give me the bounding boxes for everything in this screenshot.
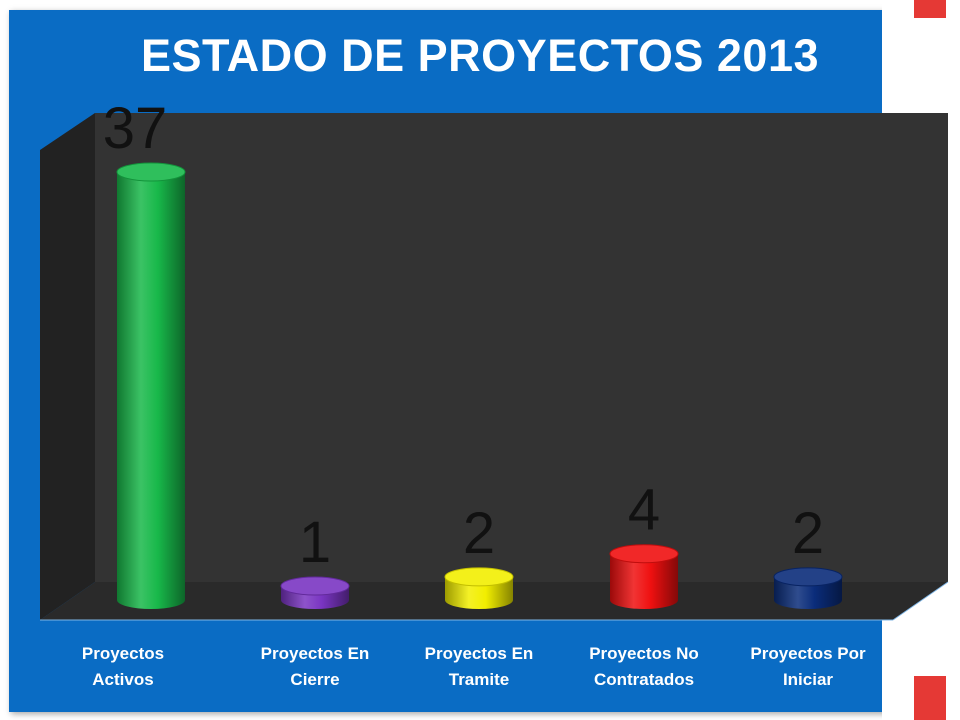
category-label-4: Proyectos Por Iniciar: [733, 641, 883, 693]
bar-1: [280, 576, 350, 609]
value-label-2: 2: [463, 501, 495, 566]
bar-2: [444, 567, 514, 609]
plot-back-wall: [95, 113, 948, 582]
category-label-line: Tramite: [448, 670, 510, 689]
bar-top-cap: [609, 544, 679, 564]
category-label-line: Proyectos No: [589, 644, 699, 663]
category-label-line: Iniciar: [782, 670, 834, 689]
value-labels-layer: 37 1 2 4 2: [103, 96, 824, 575]
bar-body: [610, 553, 678, 609]
category-label-1: Proyectos En Cierre: [240, 641, 390, 693]
category-label-line: Proyectos En: [424, 644, 534, 663]
category-label-line: Contratados: [593, 670, 695, 689]
bar-4: [773, 567, 843, 609]
plot-area: [40, 113, 949, 621]
value-label-1: 1: [299, 510, 331, 575]
floor-right-edge: [892, 581, 949, 621]
bar-0: [116, 162, 186, 609]
category-label-line: Activos: [92, 670, 154, 689]
category-label-line: Proyectos En: [260, 644, 370, 663]
bars-layer: [116, 162, 843, 609]
bar-top-cap: [444, 567, 514, 587]
accent-bar-top: [914, 0, 946, 18]
bar-top-cap: [280, 576, 350, 596]
category-label-2: Proyectos En Tramite: [404, 641, 554, 693]
category-label-line: Proyectos: [81, 644, 165, 663]
category-label-3: Proyectos No Contratados: [569, 641, 719, 693]
value-label-3: 4: [628, 478, 660, 543]
chart-title: ESTADO DE PROYECTOS 2013: [140, 30, 820, 81]
category-label-line: Proyectos Por: [750, 644, 866, 663]
bar-top-cap: [116, 162, 186, 182]
category-label-line: Cierre: [290, 670, 340, 689]
category-label-0: Proyectos Activos: [48, 641, 198, 693]
bar-top-cap: [773, 567, 843, 587]
bar-3: [609, 544, 679, 609]
plot-side-wall: [40, 113, 95, 620]
value-label-0: 37: [103, 96, 168, 161]
accent-bar-bottom: [914, 676, 946, 720]
value-label-4: 2: [792, 501, 824, 566]
bar-body: [117, 172, 185, 609]
